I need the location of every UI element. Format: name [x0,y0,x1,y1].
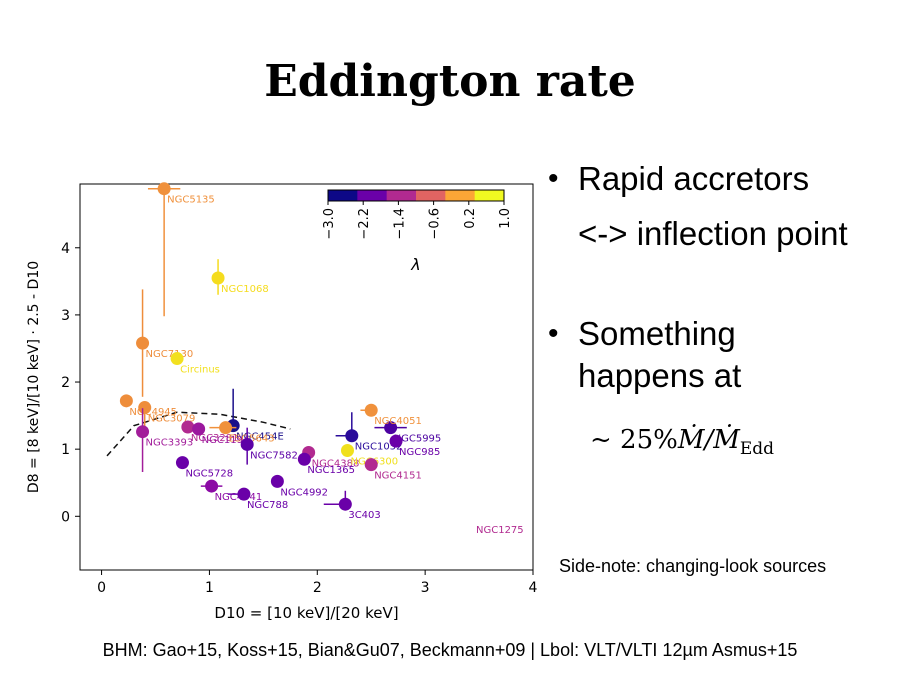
data-point [364,403,378,417]
data-point [270,474,284,488]
colorbar-tick-label: −3.0 [322,208,337,240]
x-tick-label: 0 [97,580,106,596]
point-label: NGC1275 [476,525,524,536]
bullet-glyph: • [548,162,559,195]
plot-frame [79,183,534,571]
formula-mdot: Ṁ/Ṁ [677,425,740,455]
slide-title: Eddington rate [264,56,636,107]
data-point [211,271,225,285]
data-point [175,456,189,470]
point-label: NGC985 [399,447,440,458]
colorbar-tick-label: 0.2 [463,208,478,229]
data-point [237,487,251,501]
point-label: NGC5728 [185,469,233,480]
data-point [389,434,403,448]
bullet-text-line: happens at [578,357,742,394]
data-point [205,479,219,493]
data-point [181,420,195,434]
point-label: NGC1052 [355,442,403,453]
point-label: NGC4151 [374,471,422,482]
data-point [338,497,352,511]
colorbar-tick-label: 1.0 [498,208,513,229]
x-tick-label: 3 [421,580,430,596]
colorbar-tick-label: −1.4 [392,208,407,240]
point-label: ESO5643 [229,434,275,445]
point-label: Circinus [180,365,220,376]
bullet-rapid-accretors: • Rapid accretors <-> inflection point [548,158,898,255]
bullet-glyph: • [548,317,559,350]
point-label: NGC5135 [167,195,215,206]
point-label: NGC4051 [374,416,422,427]
point-label: NGC4992 [280,487,328,498]
y-tick-label: 4 [61,241,70,257]
point-label: 3C403 [348,510,380,521]
point-label: NGC788 [247,500,288,511]
x-axis-label: D10 = [10 keV]/[20 keV] [214,604,398,622]
colorbar-label: λ [410,255,420,274]
point-label: NGC4941 [215,492,263,503]
y-tick-label: 3 [61,308,70,324]
data-point [364,458,378,472]
colorbar-segment [386,190,417,201]
data-point [119,394,133,408]
colorbar-tick-label: −2.2 [357,208,372,240]
bullet-text-line: <-> inflection point [578,215,848,252]
point-label: NGC7582 [250,450,298,461]
data-point [384,421,398,435]
point-label: NGC1365 [307,465,355,476]
data-point [192,422,206,436]
point-label: NGC4945 [129,407,177,418]
bullet-text-line: Rapid accretors [578,160,810,197]
bullet-text-line: Something [578,315,736,352]
colorbar-segment [474,190,505,201]
eddington-scatter-plot: 0 1 2 3 4 0 1 2 3 4 D10 = [10 keV]/[20 keV] D8 = [8… [26,182,538,622]
y-axis-label: D8 = [8 keV]/[10 keV] · 2.5 - D10 [26,261,42,493]
colorbar-segment [328,190,358,201]
data-point [340,444,354,458]
y-tick-label: 2 [61,375,70,391]
x-tick-label: 2 [313,580,322,596]
point-label: NGC7130 [146,349,194,360]
formula-prefix: ~ 25% [590,425,678,455]
point-label: NGC3281 [191,433,239,444]
data-point [297,452,311,466]
data-point [240,437,254,451]
data-point [136,336,150,350]
colorbar-segment [416,190,446,201]
point-label: NGC1068 [221,284,269,295]
data-point [219,421,233,435]
y-tick-label: 1 [61,442,70,458]
data-point [136,425,150,439]
y-tick-label: 0 [61,509,70,525]
point-label: NGC3393 [146,438,194,449]
colorbar-frame [327,189,505,202]
x-tick-label: 4 [529,580,538,596]
colorbar-tick-label: −0.6 [428,208,443,240]
side-note: Side-note: changing-look sources [559,556,827,576]
colorbar-segment [357,190,388,201]
bullet-something-happens: • Something happens at [548,313,898,397]
point-label: NGC3079 [148,414,196,425]
footer-references: BHM: Gao+15, Koss+15, Bian&Gu07, Beckman… [102,640,798,660]
colorbar-segment [445,190,476,201]
point-label: NGC1194 [202,435,250,446]
bullet-list: • Rapid accretors <-> inflection point •… [548,158,898,397]
point-label: NGC4388 [312,459,360,470]
data-point [138,401,152,415]
point-label: NGC454E [236,432,284,443]
data-point [345,429,359,443]
data-point [157,182,171,196]
formula-subscript: Edd [739,439,775,460]
eddington-formula: ~ 25%Ṁ/ṀEdd [590,425,774,459]
x-tick-label: 1 [205,580,214,596]
data-point [170,352,184,366]
trend-curve [106,411,291,457]
point-label: NGC5995 [394,434,442,445]
